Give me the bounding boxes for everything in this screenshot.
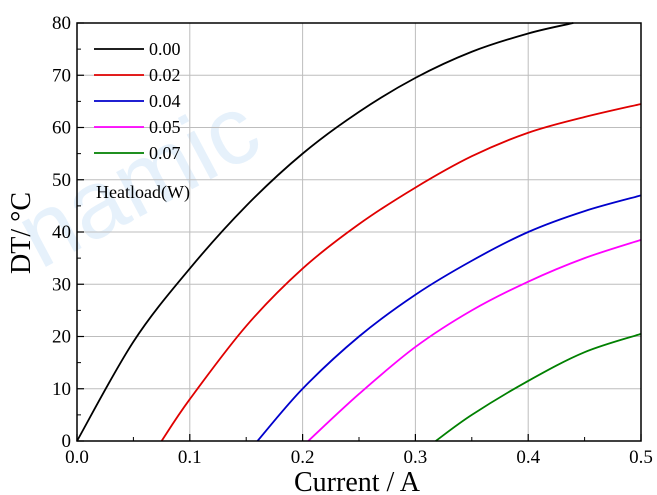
legend-title: Heatload(W) [96, 182, 190, 203]
ticks [76, 22, 642, 442]
y-tick-label: 30 [52, 274, 71, 295]
x-tick-label: 0.3 [404, 447, 428, 468]
y-tick-label: 10 [52, 379, 71, 400]
series-line-0.02 [160, 103, 642, 442]
series-line-0.05 [307, 238, 642, 442]
legend-label-0.07: 0.07 [149, 143, 181, 163]
legend: 0.00 0.02 0.04 0.05 0.07 [94, 39, 181, 163]
y-axis-title: DT/ °C [6, 192, 37, 274]
y-tick-label: 60 [52, 118, 71, 139]
x-tick-label: 0.2 [291, 447, 315, 468]
tick-labels: 0.0 0.1 0.2 0.3 0.4 0.5 0 10 20 30 40 50 60 70 80 [52, 13, 653, 468]
legend-label-0.00: 0.00 [149, 39, 181, 59]
x-axis-title: Current / A [294, 467, 421, 495]
series-line-0.07 [435, 333, 642, 442]
series-line-0.04 [256, 194, 642, 442]
x-tick-label: 0.4 [516, 447, 540, 468]
y-tick-label: 40 [52, 222, 71, 243]
x-tick-label: 0.0 [65, 447, 89, 468]
y-tick-label: 20 [52, 327, 71, 348]
legend-label-0.05: 0.05 [149, 117, 181, 137]
y-tick-label: 80 [52, 13, 71, 34]
legend-label-0.02: 0.02 [149, 65, 181, 85]
grid [77, 23, 641, 441]
x-tick-label: 0.1 [178, 447, 202, 468]
y-tick-label: 70 [52, 65, 71, 86]
series-line-0.00 [76, 22, 574, 442]
x-tick-label: 0.5 [629, 447, 653, 468]
y-tick-label: 0 [62, 431, 72, 452]
y-tick-label: 50 [52, 170, 71, 191]
series-layer [76, 22, 642, 442]
legend-label-0.04: 0.04 [149, 91, 181, 111]
